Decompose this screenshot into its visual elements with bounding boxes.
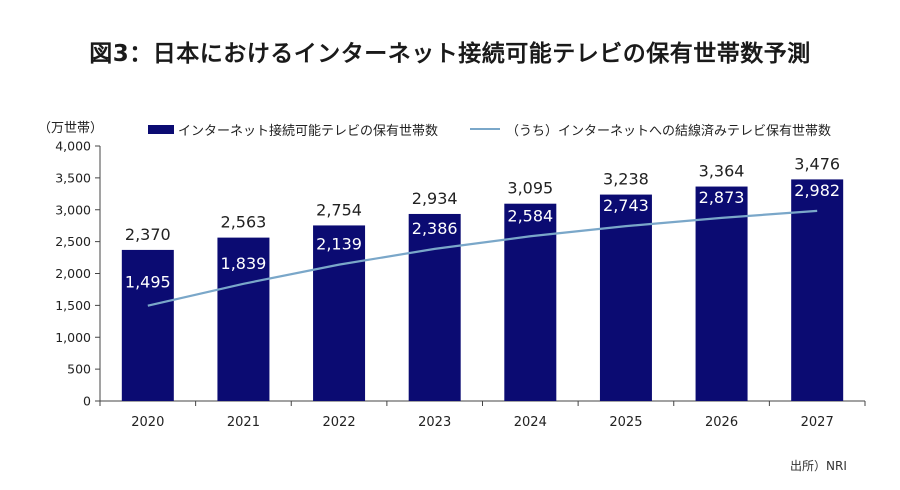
x-category-label: 2027 — [801, 415, 834, 430]
bar-value-label: 3,238 — [603, 170, 649, 189]
bar-2027 — [791, 179, 844, 401]
line-value-label: 1,839 — [221, 254, 267, 273]
x-category-label: 2025 — [609, 415, 642, 430]
source-note: 出所）NRI — [790, 459, 847, 473]
x-category-label: 2021 — [227, 415, 260, 430]
x-category-label: 2020 — [131, 415, 164, 430]
y-tick-label: 3,000 — [55, 202, 91, 217]
line-value-label: 2,584 — [507, 206, 553, 225]
y-tick-label: 1,000 — [55, 330, 91, 345]
line-series — [147, 209, 818, 307]
legend-item-line: （うち）インターネットへの結線済みテレビ保有世帯数 — [470, 120, 831, 139]
y-tick-label: 3,500 — [55, 170, 91, 185]
line-value-label: 2,139 — [316, 235, 362, 254]
chart-title: 図3：日本におけるインターネット接続可能テレビの保有世帯数予測 — [89, 41, 811, 67]
bar-2026 — [695, 186, 748, 401]
bar-value-label: 2,563 — [221, 213, 267, 232]
y-tick-label: 500 — [67, 362, 91, 377]
bar-value-label: 3,364 — [699, 162, 745, 181]
x-category-label: 2022 — [323, 415, 356, 430]
x-category-label: 2023 — [418, 415, 451, 430]
bar-2021 — [217, 237, 270, 401]
y-tick-label: 4,000 — [55, 139, 91, 154]
y-tick-label: 2,000 — [55, 266, 91, 281]
bar-2020 — [121, 249, 174, 401]
bar-2022 — [313, 225, 366, 401]
legend: インターネット接続可能テレビの保有世帯数 （うち）インターネットへの結線済みテレ… — [148, 120, 831, 139]
bar-value-label: 2,370 — [125, 225, 171, 244]
line-value-label: 1,495 — [125, 273, 171, 292]
legend-line-swatch — [470, 128, 501, 130]
y-tick-label: 0 — [83, 394, 91, 409]
x-category-label: 2024 — [514, 415, 547, 430]
bar-2023 — [408, 213, 461, 401]
line-value-label: 2,982 — [794, 181, 840, 200]
line-value-label: 2,743 — [603, 196, 649, 215]
legend-bar-swatch — [148, 124, 174, 134]
legend-line-label: （うち）インターネットへの結線済みテレビ保有世帯数 — [506, 123, 832, 139]
line-value-label: 2,386 — [412, 219, 458, 238]
y-tick-label: 2,500 — [55, 234, 91, 249]
line-value-label: 2,873 — [699, 188, 745, 207]
y-tick-label: 1,500 — [55, 298, 91, 313]
x-category-label: 2026 — [705, 415, 738, 430]
legend-bar-label: インターネット接続可能テレビの保有世帯数 — [178, 123, 439, 139]
bar-value-label: 2,754 — [316, 200, 362, 219]
bar-value-label: 3,476 — [794, 154, 840, 173]
bar-value-label: 3,095 — [507, 179, 553, 198]
bar-value-label: 2,934 — [412, 189, 458, 208]
y-axis-unit-label: （万世帯） — [38, 121, 104, 136]
legend-item-bar: インターネット接続可能テレビの保有世帯数 — [148, 120, 438, 139]
